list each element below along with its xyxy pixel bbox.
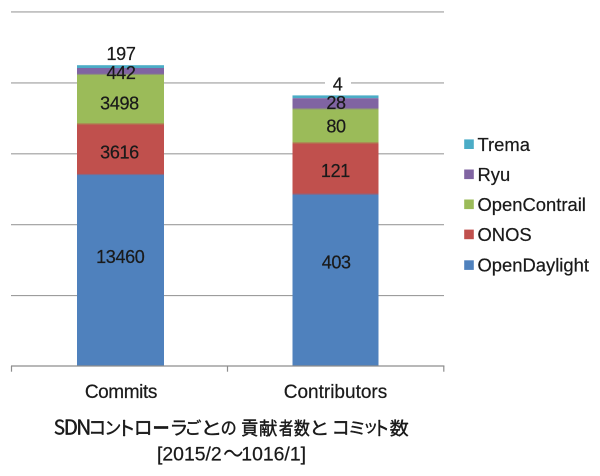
svg-text:Contributors: Contributors (284, 382, 388, 403)
svg-text:OpenDaylight: OpenDaylight (478, 255, 589, 276)
svg-text:13460: 13460 (96, 247, 145, 267)
svg-text:ONOS: ONOS (478, 224, 532, 245)
svg-text:Trema: Trema (478, 134, 531, 155)
svg-text:80: 80 (326, 116, 346, 136)
svg-text:4: 4 (333, 74, 343, 94)
svg-text:3616: 3616 (100, 143, 139, 163)
svg-text:28: 28 (326, 93, 346, 113)
svg-text:Commits: Commits (85, 382, 157, 403)
svg-text:403: 403 (322, 253, 351, 273)
svg-text:121: 121 (321, 161, 350, 181)
svg-text:3498: 3498 (100, 93, 139, 113)
svg-text:Ryu: Ryu (478, 164, 511, 185)
svg-text:[2015/2: [2015/2 (157, 443, 222, 465)
svg-text:OpenContrail: OpenContrail (478, 194, 586, 215)
svg-text:197: 197 (107, 44, 136, 64)
svg-text:1016/1]: 1016/1] (241, 443, 306, 465)
svg-text:442: 442 (107, 63, 136, 83)
